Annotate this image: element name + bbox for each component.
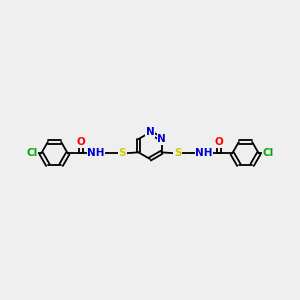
Text: NH: NH	[87, 148, 105, 158]
Text: O: O	[77, 137, 85, 147]
Text: N: N	[146, 128, 154, 137]
Text: S: S	[174, 148, 181, 158]
Text: Cl: Cl	[27, 148, 38, 158]
Text: Cl: Cl	[262, 148, 273, 158]
Text: NH: NH	[195, 148, 213, 158]
Text: O: O	[214, 137, 223, 147]
Text: N: N	[157, 134, 166, 144]
Text: S: S	[119, 148, 126, 158]
